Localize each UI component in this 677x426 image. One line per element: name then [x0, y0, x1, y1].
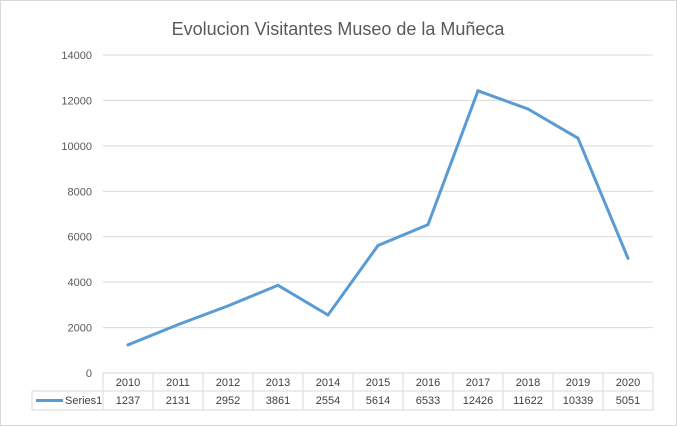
- data-point: [126, 343, 130, 347]
- data-point: [226, 304, 230, 308]
- data-point: [326, 313, 330, 317]
- y-tick-label: 6000: [68, 232, 92, 244]
- data-point: [426, 223, 430, 227]
- x-category-label: 2012: [216, 377, 240, 389]
- data-point: [176, 323, 180, 327]
- data-table-value: 5614: [366, 395, 390, 407]
- x-category-label: 2014: [316, 377, 340, 389]
- data-table: 2010 2011 2012 2013 2014 2015 2016 2017 2018 2019…: [31, 372, 654, 411]
- y-tick-label: 0: [86, 368, 92, 380]
- series-line: [126, 89, 630, 347]
- data-table-value: 2554: [316, 395, 340, 407]
- y-tick-label: 10000: [61, 141, 92, 153]
- x-category-label: 2013: [266, 377, 290, 389]
- data-point: [276, 283, 280, 287]
- data-point: [476, 89, 480, 93]
- x-category-label: 2011: [166, 377, 190, 389]
- data-table-value: 5051: [616, 395, 640, 407]
- x-category-label: 2015: [366, 377, 390, 389]
- x-category-label: 2017: [466, 377, 490, 389]
- series-lines: [126, 89, 630, 347]
- x-category-label: 2020: [616, 377, 640, 389]
- y-tick-label: 8000: [68, 186, 92, 198]
- y-tick-label: 14000: [61, 50, 92, 62]
- legend-series-name: Series1: [65, 395, 102, 407]
- gridlines: [103, 54, 653, 329]
- y-tick-label: 4000: [68, 277, 92, 289]
- x-category-label: 2018: [516, 377, 540, 389]
- x-category-label: 2010: [116, 377, 140, 389]
- data-table-value: 10339: [563, 395, 594, 407]
- data-table-value: 3861: [266, 395, 290, 407]
- data-point: [626, 256, 630, 260]
- data-table-value: 6533: [416, 395, 440, 407]
- data-point: [526, 107, 530, 111]
- x-category-label: 2019: [566, 377, 590, 389]
- data-table-value: 12426: [463, 395, 494, 407]
- data-table-value: 2952: [216, 395, 240, 407]
- data-table-value: 1237: [116, 395, 140, 407]
- y-tick-label: 2000: [68, 323, 92, 335]
- y-tick-label: 12000: [61, 95, 92, 107]
- data-table-value: 11622: [513, 395, 543, 407]
- data-table-value: 2131: [166, 395, 190, 407]
- data-point: [576, 136, 580, 140]
- x-category-label: 2016: [416, 377, 440, 389]
- chart-title: Evolucion Visitantes Museo de la Muñeca: [172, 19, 506, 39]
- data-point: [376, 243, 380, 247]
- y-axis-tick-labels: 0 2000 4000 6000 8000 10000 12000 14000: [61, 50, 92, 380]
